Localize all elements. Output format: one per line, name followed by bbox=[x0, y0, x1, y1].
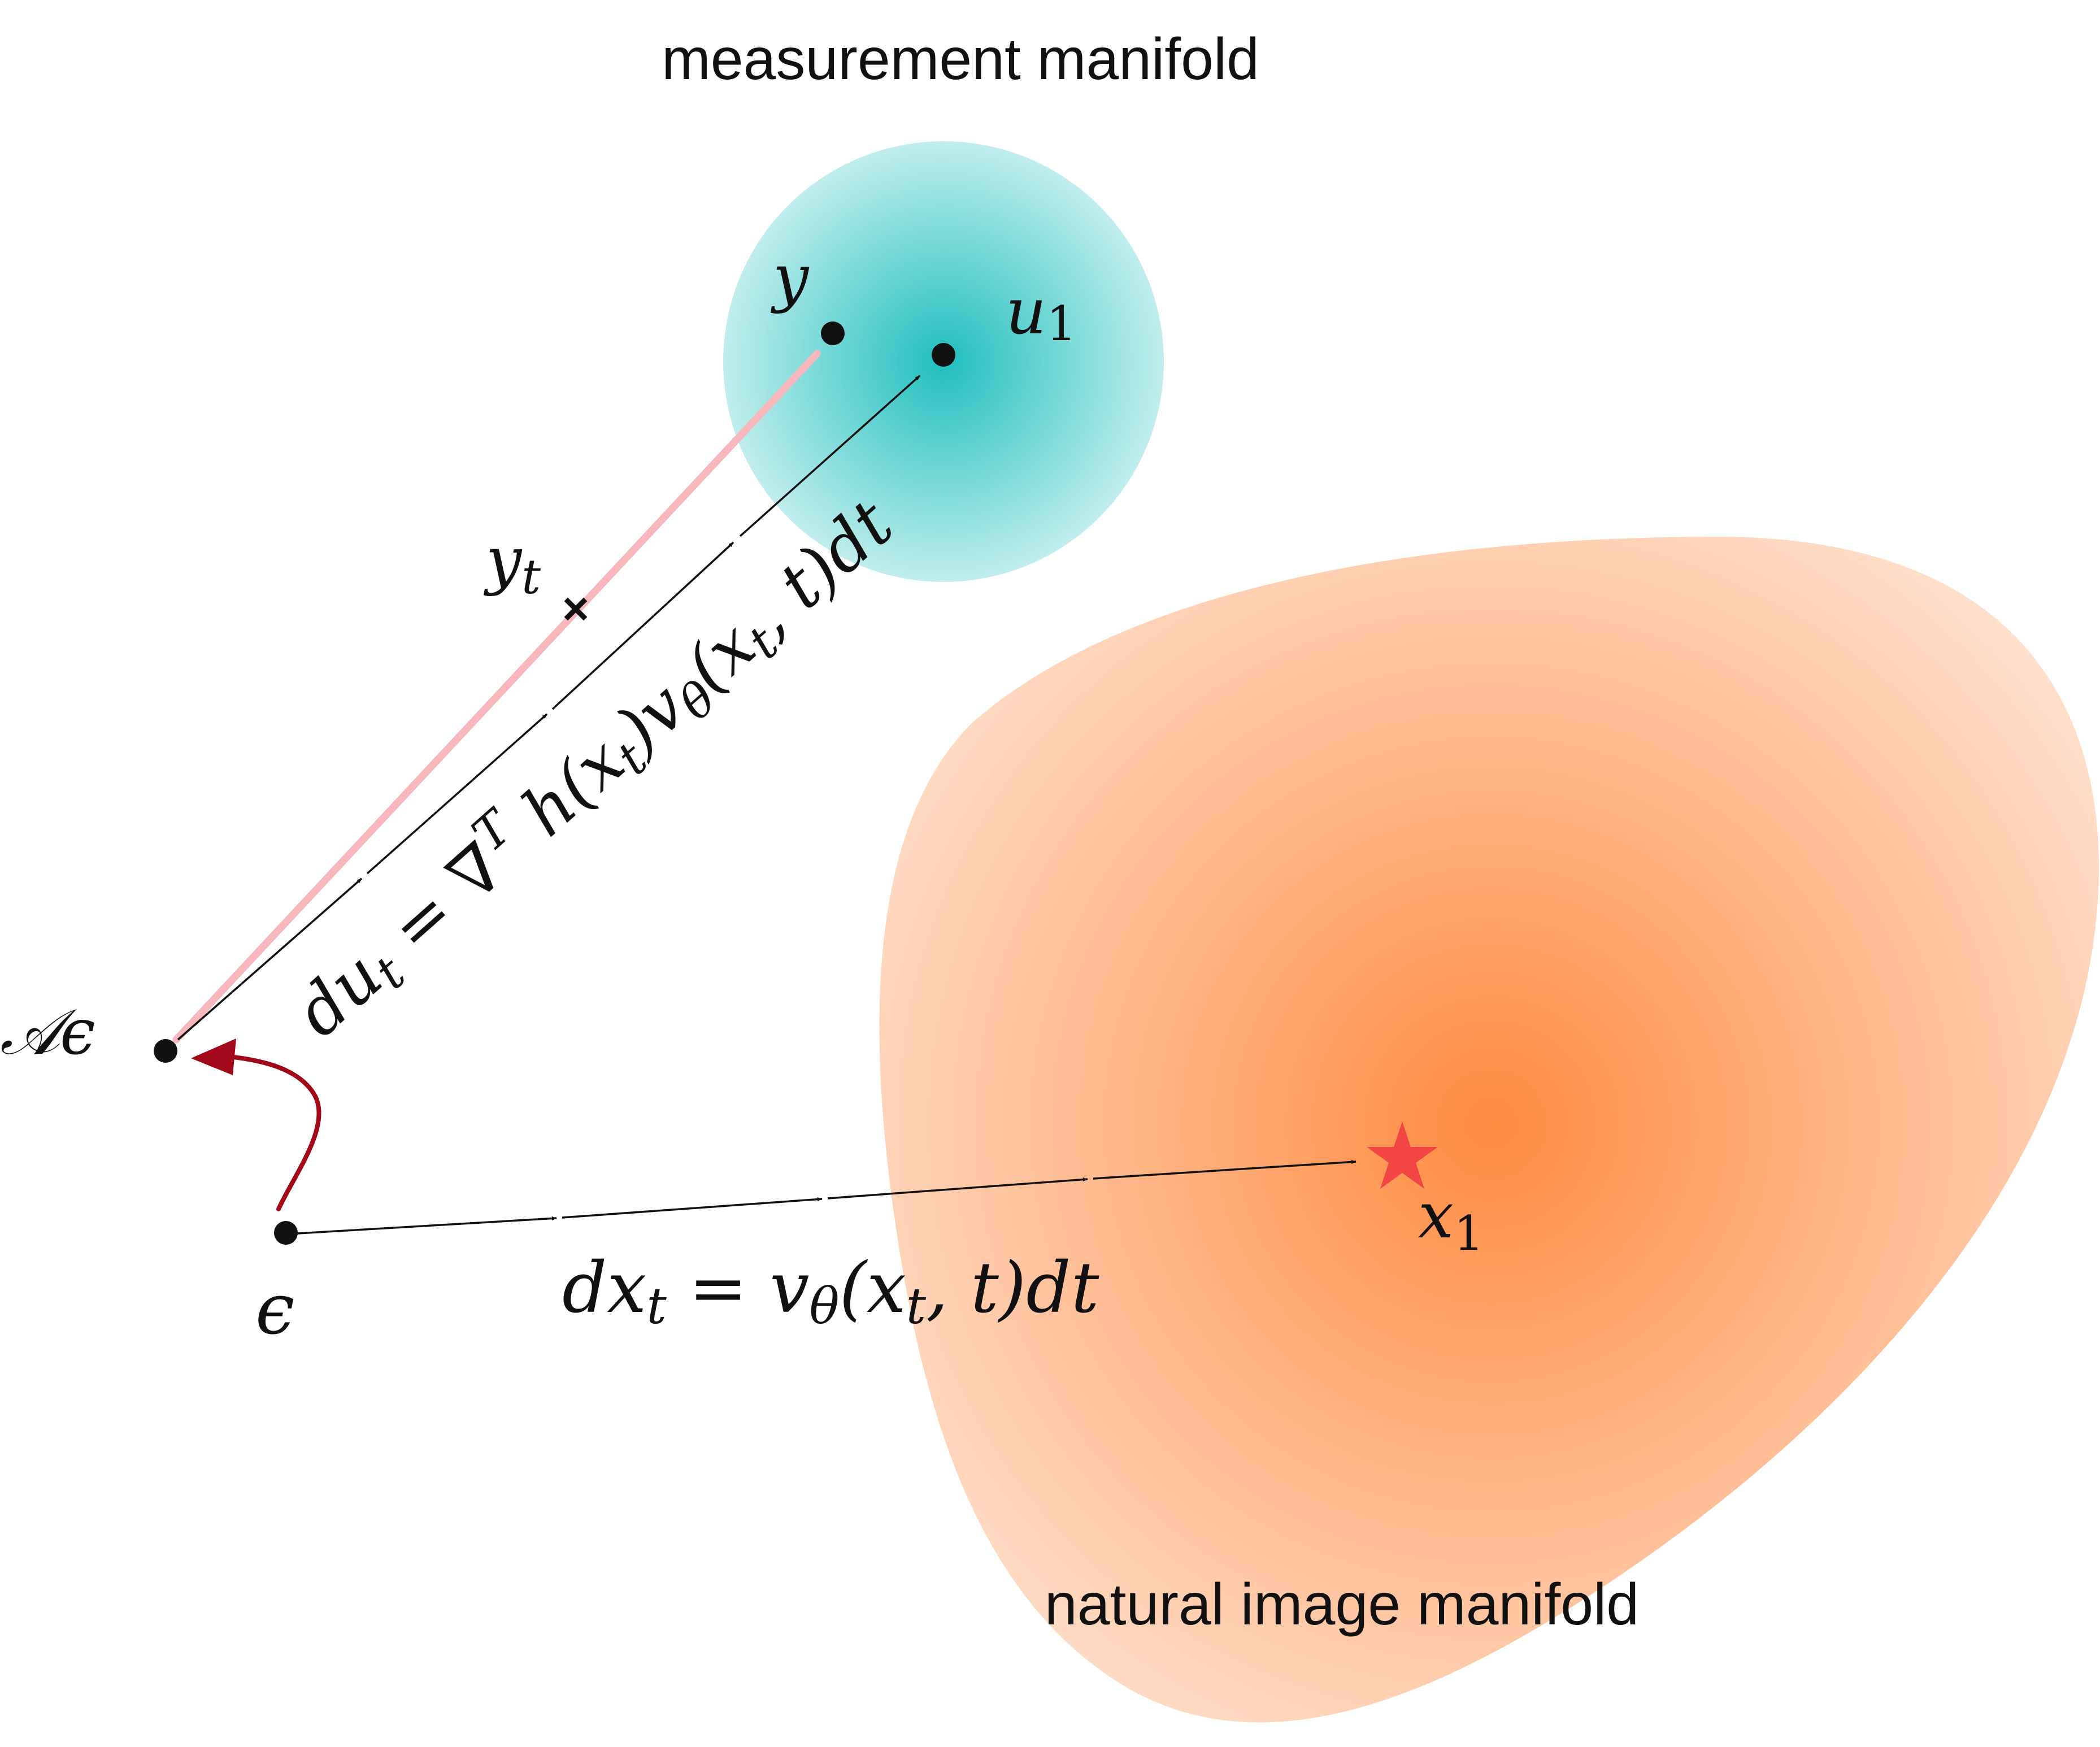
star-x1 bbox=[1367, 1122, 1438, 1189]
label-u1-base: u bbox=[1006, 275, 1046, 349]
label-a-epsilon-symbol: ϵ bbox=[60, 996, 95, 1069]
natural-flow-arrows bbox=[288, 1159, 1356, 1235]
measurement-interpolation-path bbox=[172, 350, 821, 1044]
measurement-manifold-label: measurement manifold bbox=[662, 27, 1259, 92]
label-x1-sub: 1 bbox=[1454, 1206, 1484, 1261]
label-yt-sub: t bbox=[521, 549, 541, 605]
measurement-flow-equation: dut = ∇T h(xt)vθ(xt, t)dt bbox=[275, 477, 912, 1057]
eq2-sub-t2: t bbox=[906, 1277, 927, 1335]
eq2-rest: , t)dt bbox=[926, 1248, 1099, 1329]
label-yt: yt bbox=[483, 524, 541, 605]
eq2-sub-t: t bbox=[646, 1277, 667, 1335]
point-u1 bbox=[932, 343, 955, 367]
point-a-epsilon bbox=[154, 1039, 177, 1063]
measurement-flow-arrows bbox=[177, 375, 921, 1041]
eq2-equals-v: = v bbox=[667, 1248, 810, 1329]
point-epsilon bbox=[274, 1221, 298, 1245]
label-yt-base: y bbox=[483, 524, 523, 597]
label-u1-sub: 1 bbox=[1046, 296, 1076, 351]
eq2-d: dx bbox=[562, 1248, 646, 1329]
label-x1: x1 bbox=[1418, 1179, 1484, 1261]
label-u1: u1 bbox=[1006, 275, 1077, 351]
label-x1-base: x bbox=[1418, 1179, 1454, 1253]
eq2-xparen: (x bbox=[839, 1248, 906, 1329]
eq2-sub-theta: θ bbox=[809, 1277, 839, 1335]
point-y bbox=[821, 321, 845, 345]
natural-image-manifold-region bbox=[879, 537, 2099, 1723]
natural-flow-equation: dxt = vθ(xt, t)dt bbox=[562, 1248, 1100, 1335]
label-y: y bbox=[770, 241, 810, 315]
label-a-epsilon: 𝒜ϵ bbox=[0, 996, 95, 1069]
label-epsilon: ϵ bbox=[255, 1269, 294, 1350]
natural-image-manifold-label: natural image manifold bbox=[1045, 1572, 1639, 1637]
cross-marker-yt bbox=[564, 597, 588, 621]
operator-a-arrow bbox=[191, 1038, 321, 1211]
